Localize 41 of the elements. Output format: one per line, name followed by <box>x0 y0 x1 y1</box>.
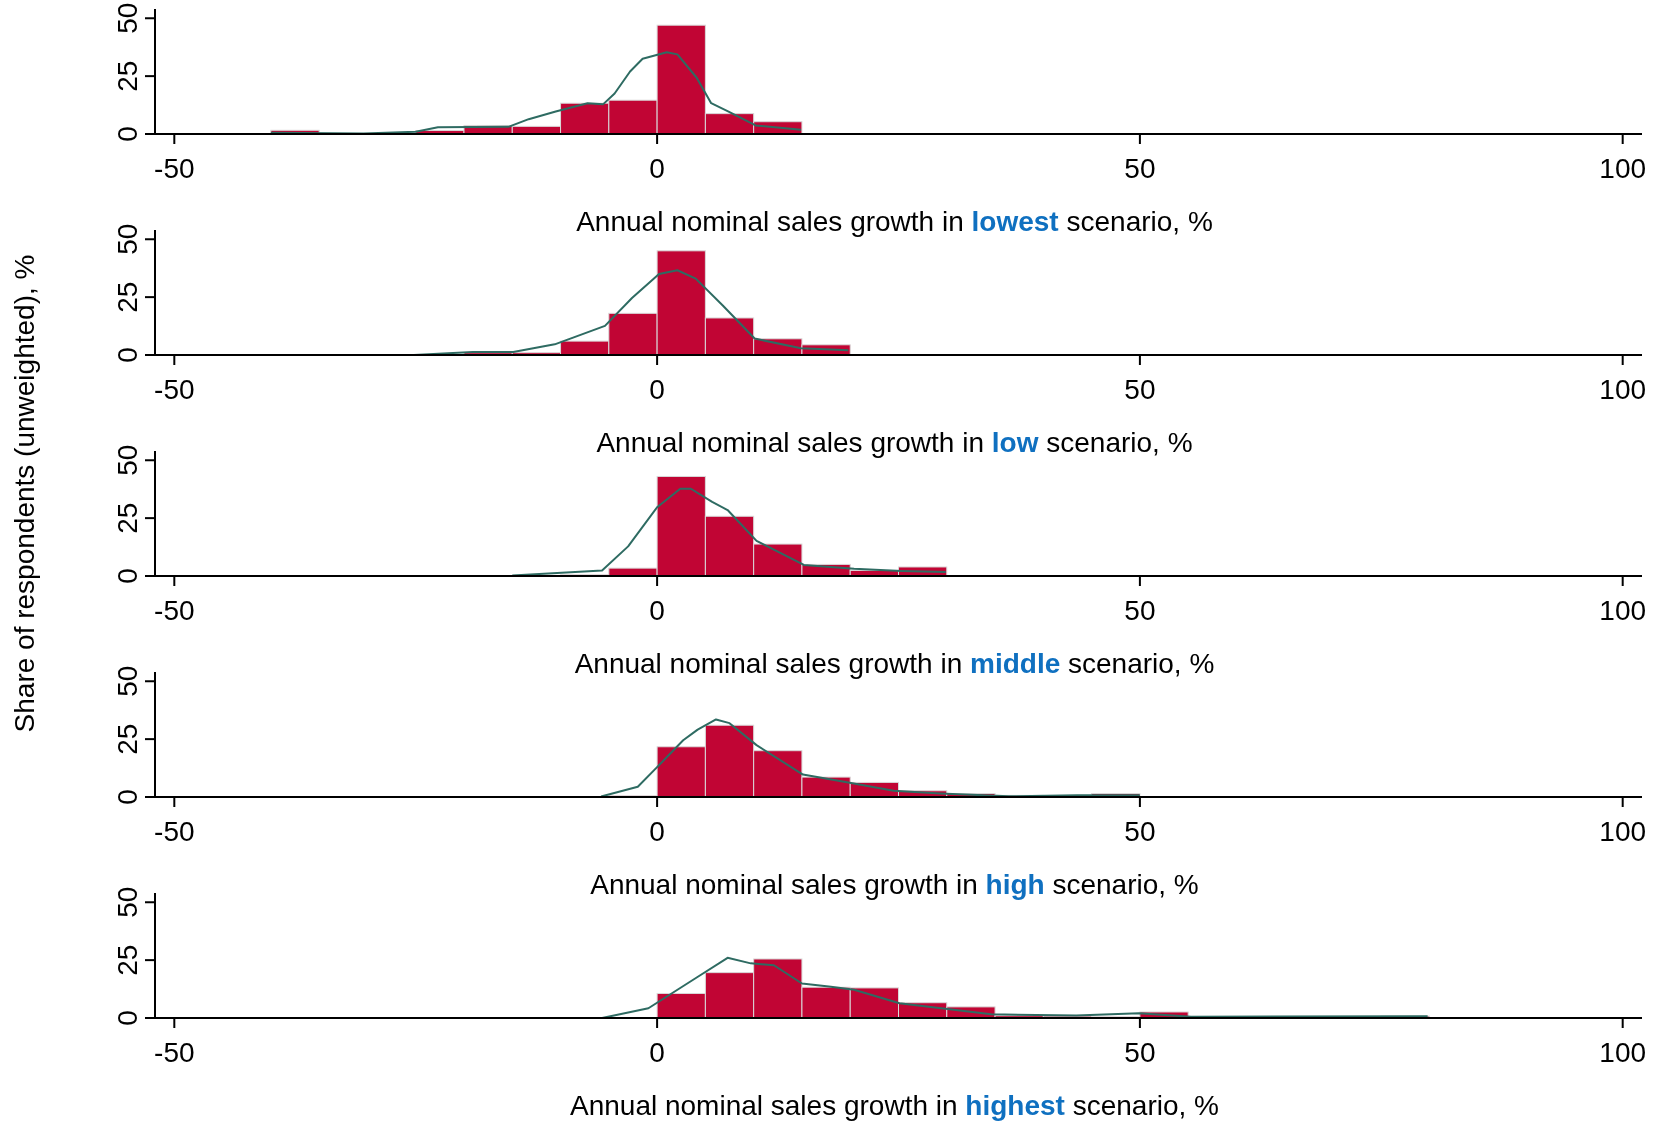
y-tick-label: 25 <box>112 60 143 92</box>
y-tick-label: 50 <box>112 223 143 255</box>
x-tick-label: 50 <box>1124 374 1156 405</box>
x-tick-label: 50 <box>1124 816 1156 847</box>
y-tick-label: 0 <box>112 1010 143 1026</box>
x-tick-label: -50 <box>154 1037 195 1068</box>
y-tick-label: 25 <box>112 723 143 755</box>
y-tick-label: 50 <box>112 886 143 918</box>
x-tick-label: 100 <box>1599 595 1647 626</box>
x-tick-label: 50 <box>1124 595 1156 626</box>
y-tick-label: 25 <box>112 502 143 534</box>
y-tick-label: 25 <box>112 281 143 313</box>
y-tick-label: 25 <box>112 944 143 976</box>
x-tick-label: -50 <box>154 816 195 847</box>
x-tick-label: -50 <box>154 595 195 626</box>
x-tick-label: 0 <box>649 153 665 184</box>
x-tick-label: 0 <box>649 595 665 626</box>
x-tick-label: 100 <box>1599 374 1647 405</box>
x-tick-label: 0 <box>649 816 665 847</box>
x-tick-label: 100 <box>1599 816 1647 847</box>
x-tick-label: 0 <box>649 374 665 405</box>
y-tick-label: 0 <box>112 126 143 142</box>
x-axis-title: Annual nominal sales growth in low scenario, % <box>596 427 1193 458</box>
x-tick-label: 50 <box>1124 1037 1156 1068</box>
y-tick-label: 50 <box>112 2 143 34</box>
y-axis-title: Share of respondents (unweighted), % <box>9 254 40 733</box>
x-axis-title: Annual nominal sales growth in middle scenario, % <box>574 648 1215 679</box>
y-tick-label: 0 <box>112 789 143 805</box>
y-tick-label: 0 <box>112 347 143 363</box>
x-tick-label: 100 <box>1599 1037 1647 1068</box>
x-axis-title: Annual nominal sales growth in high scenario, % <box>590 869 1199 900</box>
x-axis-title: Annual nominal sales growth in highest scenario, % <box>569 1090 1220 1121</box>
y-tick-label: 50 <box>112 444 143 476</box>
y-tick-label: 50 <box>112 665 143 697</box>
x-axis-title: Annual nominal sales growth in lowest scenario, % <box>576 206 1213 237</box>
x-tick-label: 0 <box>649 1037 665 1068</box>
x-tick-label: 100 <box>1599 153 1647 184</box>
x-tick-label: -50 <box>154 374 195 405</box>
x-tick-label: 50 <box>1124 153 1156 184</box>
y-tick-label: 0 <box>112 568 143 584</box>
x-tick-label: -50 <box>154 153 195 184</box>
